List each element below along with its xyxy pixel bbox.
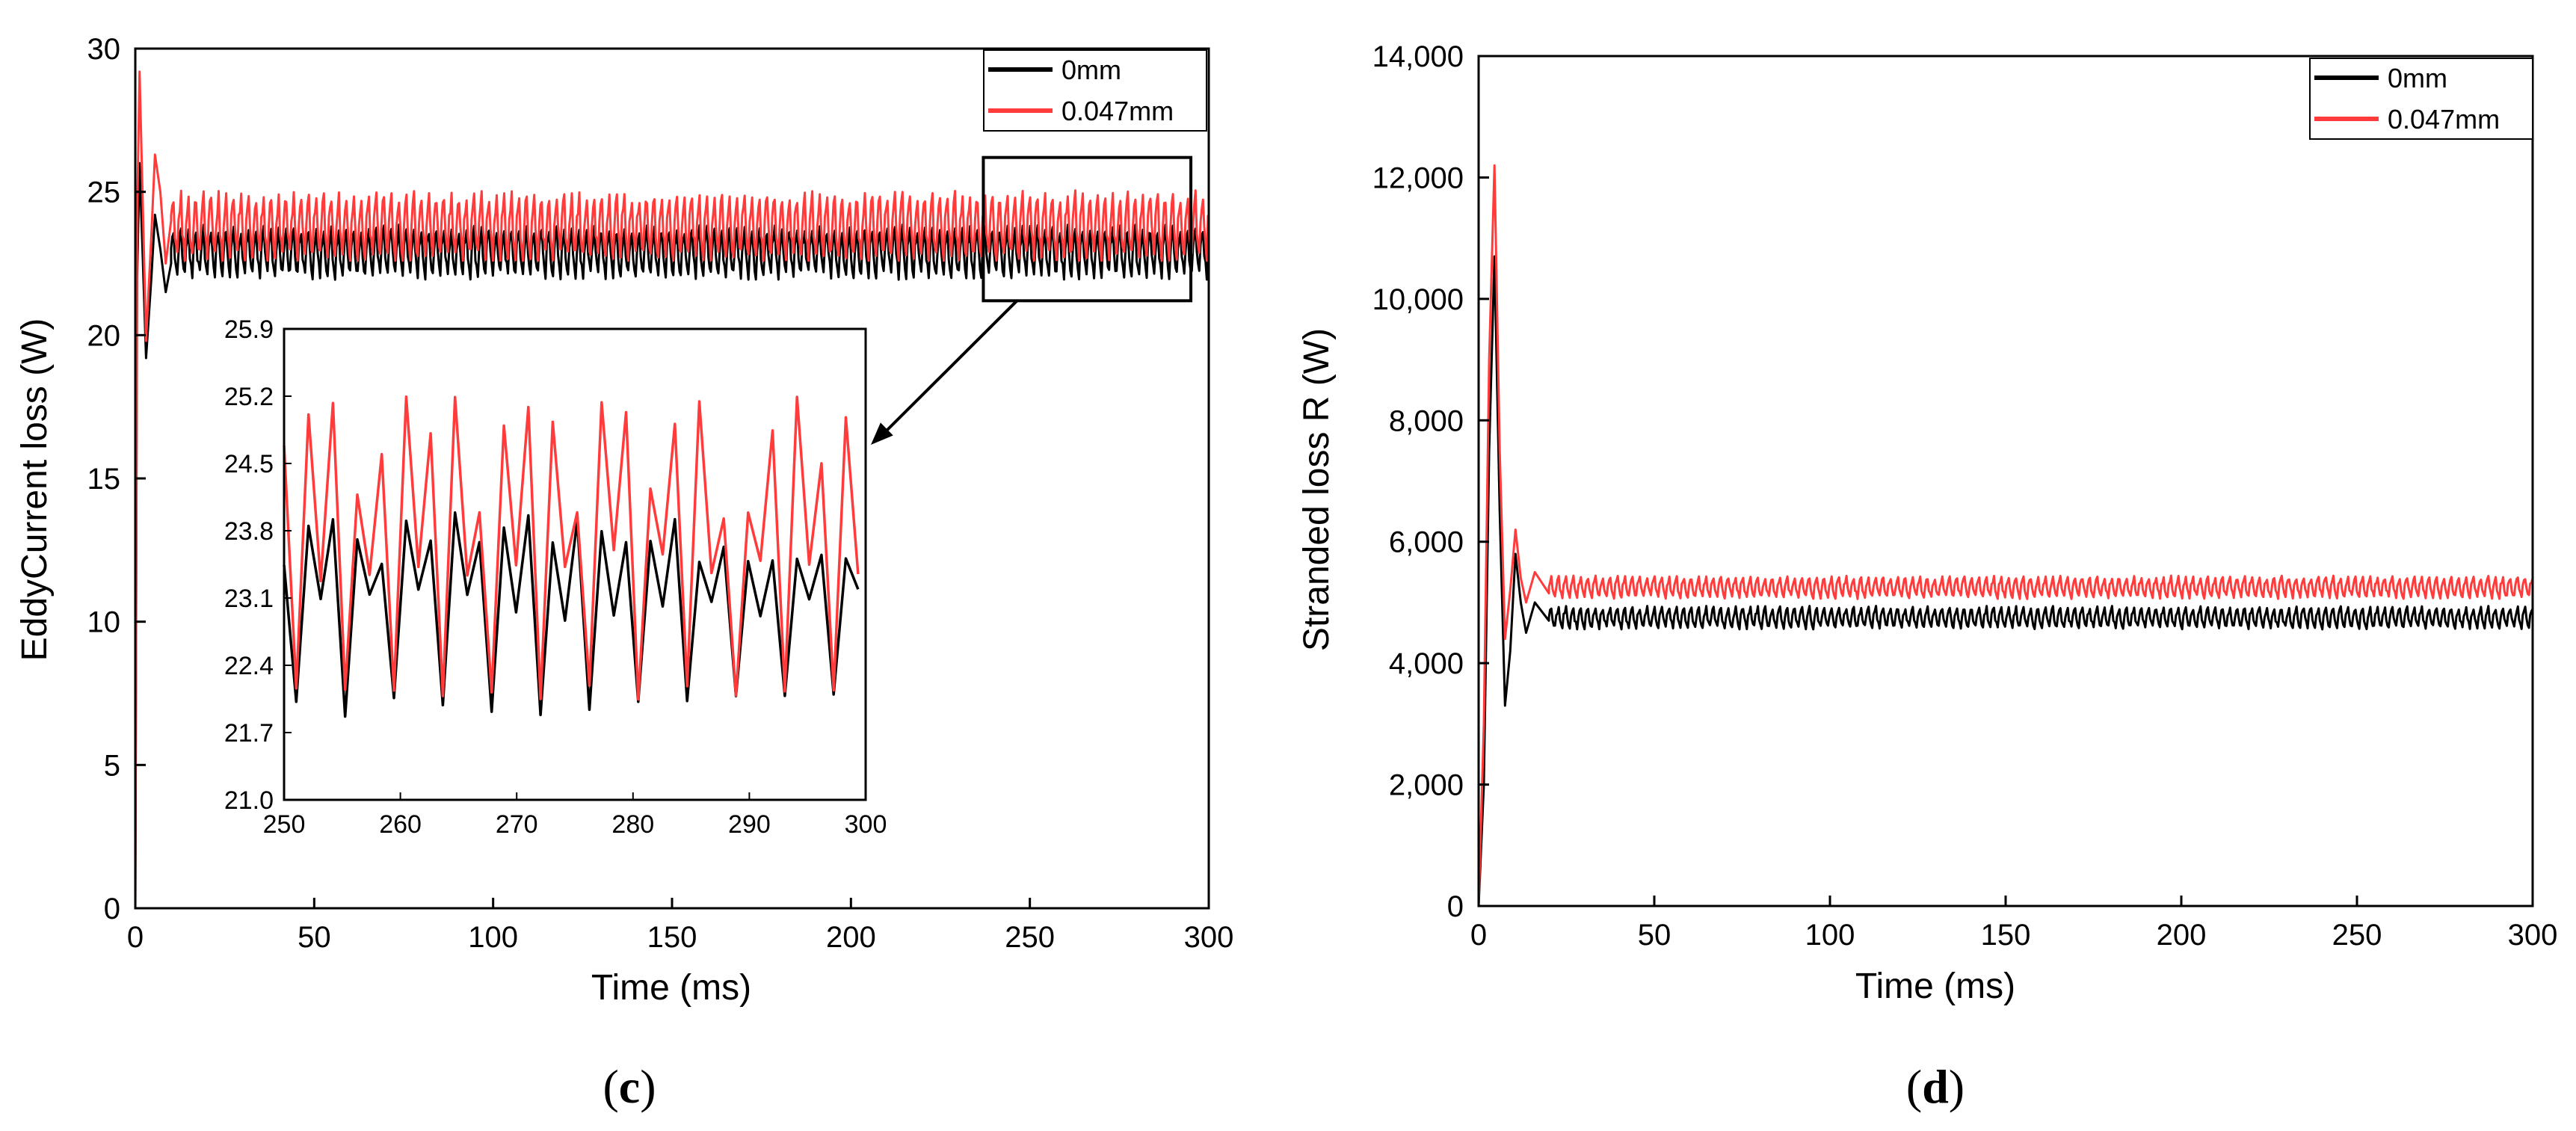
d-x-tick-label: 0 (1470, 919, 1487, 952)
c-legend-label-0047mm: 0.047mm (1061, 96, 1174, 126)
c-inset-series-line-0mm (283, 511, 860, 718)
d-x-tick-labels: 0 50 100 150 200 250 300 (1470, 919, 2558, 952)
d-x-tick-label: 100 (1805, 919, 1855, 952)
d-legend-label-0mm: 0mm (2388, 63, 2447, 93)
d-x-tick-label: 300 (2508, 919, 2558, 952)
d-x-tick-label: 50 (1638, 919, 1671, 952)
c-x-tick-label: 250 (1005, 921, 1055, 954)
d-x-tick-label: 200 (2157, 919, 2207, 952)
c-inset-series-line-0047mm (283, 395, 860, 701)
c-x-tick-label: 100 (468, 921, 518, 954)
d-y-tick-labels: 0 2,000 4,000 6,000 8,000 10,000 12,000 14,000 (1372, 40, 1464, 923)
d-y-tick-label: 8,000 (1389, 404, 1464, 437)
c-y-tick-labels: 0 5 10 15 20 25 30 (87, 33, 121, 925)
c-y-tick-label: 25 (87, 176, 121, 209)
c-y-tick-label: 0 (104, 893, 120, 925)
c-inset-y-tick-label: 23.1 (224, 585, 274, 613)
d-caption: (d) (1906, 1060, 1965, 1113)
c-x-tick-label: 50 (298, 921, 331, 954)
d-x-axis-title: Time (ms) (1855, 967, 2015, 1006)
c-series-line-0mm (134, 161, 1210, 909)
c-inset-x-tick-labels: 250 260 270 280 290 300 (263, 810, 887, 839)
c-inset-y-tick-label: 21.0 (224, 786, 274, 815)
c-zoom-arrowhead (871, 422, 893, 445)
c-zoom-box (982, 155, 1193, 303)
c-y-tick-label: 30 (87, 33, 121, 66)
c-inset-x-tick-label: 260 (379, 810, 422, 839)
c-inset-y-tick-label: 24.5 (224, 450, 274, 478)
c-inset-y-tick-labels: 21.0 21.7 22.4 23.1 23.8 24.5 25.2 25.9 (224, 315, 274, 815)
c-y-tick-label: 15 (87, 463, 121, 496)
d-y-tick-label: 14,000 (1372, 40, 1464, 73)
d-y-tick-label: 12,000 (1372, 161, 1464, 194)
d-x-tick-label: 250 (2332, 919, 2382, 952)
c-legend-box (983, 49, 1207, 132)
c-y-tick-label: 20 (87, 319, 121, 352)
d-legend-label-0047mm: 0.047mm (2388, 104, 2500, 135)
d-y-tick-label: 4,000 (1389, 647, 1464, 680)
c-caption: (c) (603, 1060, 656, 1113)
d-series-line-0mm (1477, 255, 2534, 907)
d-x-tick-label: 150 (1981, 919, 2031, 952)
c-inset-chart: 21.021.722.423.123.824.525.225.9 250 260 2… (224, 315, 887, 839)
d-y-tick-label: 2,000 (1389, 769, 1464, 802)
d-series-line-0047mm (1477, 164, 2534, 907)
c-x-axis-title: Time (ms) (591, 968, 751, 1008)
c-series-line-0047mm (134, 70, 1210, 909)
c-x-tick-labels: 0 50 100 150 200 250 300 (127, 921, 1234, 954)
c-x-tick-label: 0 (127, 921, 144, 954)
c-inset-series-lines (283, 395, 860, 718)
d-legend: 0mm 0.047mm (2309, 58, 2533, 140)
d-y-tick-label: 6,000 (1389, 526, 1464, 559)
d-y-tick-label: 10,000 (1372, 283, 1464, 316)
c-inset-x-tick-label: 280 (611, 810, 654, 839)
c-inset-y-tick-label: 25.2 (224, 383, 274, 411)
d-tick-marks (1477, 55, 2534, 907)
panel-d-chart: 02,0004,0006,0008,00010,00012,00014,000 … (1297, 40, 2557, 1113)
c-legend-label-0mm: 0mm (1061, 55, 1121, 85)
c-tick-marks (134, 47, 1210, 910)
c-inset-x-tick-label: 250 (263, 810, 306, 839)
d-y-axis-title: Stranded loss R (W) (1297, 328, 1337, 651)
c-x-tick-label: 200 (826, 921, 876, 954)
c-inset-x-tick-label: 290 (728, 810, 771, 839)
c-x-tick-label: 150 (647, 921, 697, 954)
c-inset-tick-marks (283, 328, 866, 801)
c-y-tick-label: 5 (104, 749, 120, 782)
c-inset-frame (283, 327, 867, 801)
c-series-lines (134, 70, 1210, 909)
c-legend: 0mm 0.047mm (983, 49, 1207, 132)
c-inset-y-tick-label: 23.8 (224, 517, 274, 546)
c-inset-x-tick-label: 300 (845, 810, 887, 839)
c-y-axis-title: EddyCurrent loss (W) (15, 318, 55, 662)
panel-c-chart: 0 5 10 15 20 25 30 0 50 100 150 200 250 300 EddyCurr… (15, 33, 1233, 1113)
d-y-tick-label: 0 (1447, 890, 1464, 923)
c-inset-y-tick-label: 25.9 (224, 315, 274, 344)
c-y-tick-label: 10 (87, 606, 121, 639)
d-series-lines (1477, 164, 2534, 907)
c-zoom-arrow (880, 299, 1018, 437)
c-inset-y-tick-label: 21.7 (224, 719, 274, 748)
c-inset-y-tick-label: 22.4 (224, 652, 274, 680)
d-legend-box (2309, 58, 2533, 140)
c-x-tick-label: 300 (1184, 921, 1234, 954)
c-inset-x-tick-label: 270 (496, 810, 538, 839)
